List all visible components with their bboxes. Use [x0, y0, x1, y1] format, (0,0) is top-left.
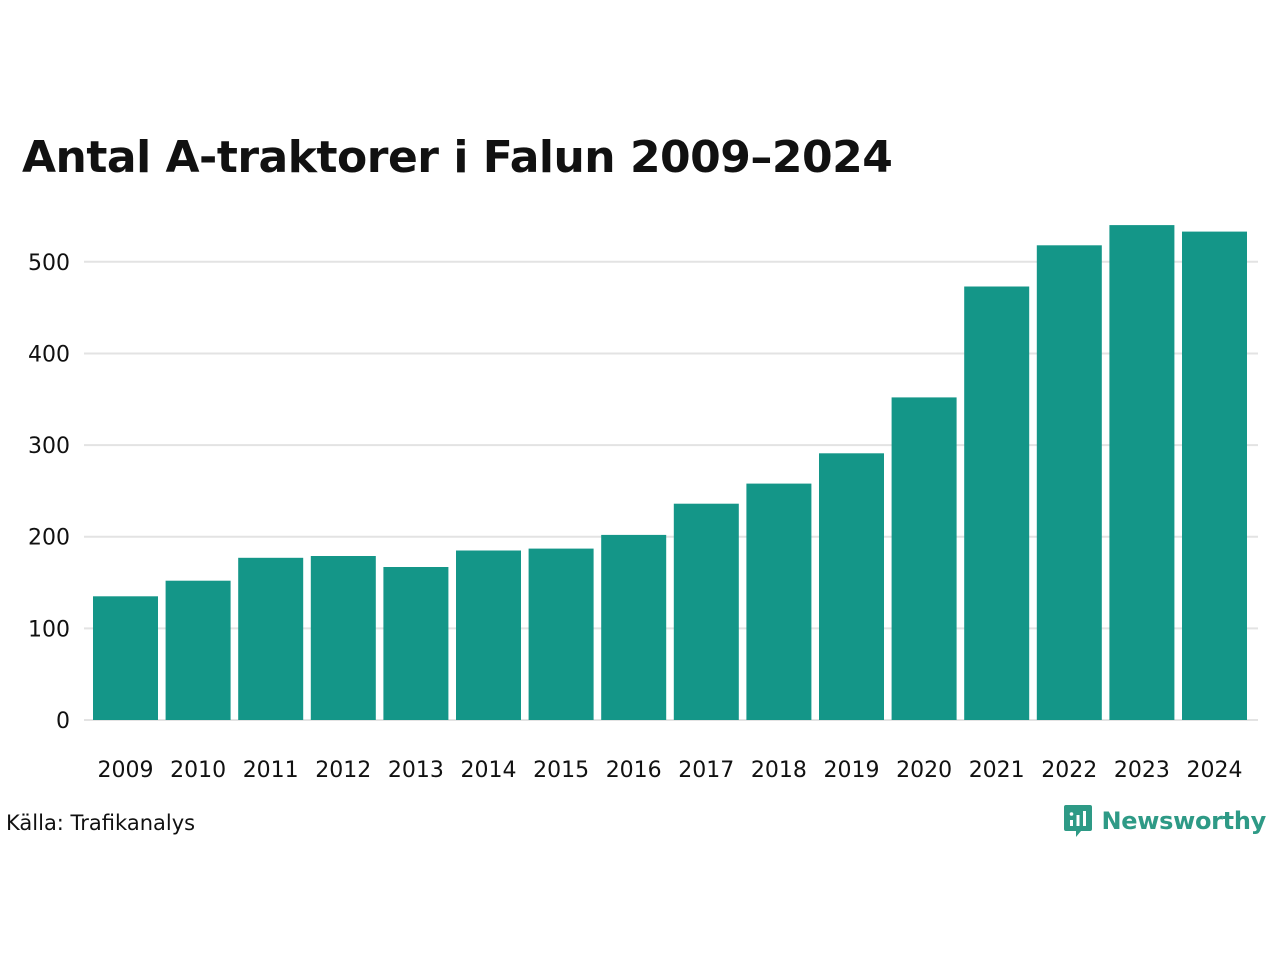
bar-chart: 0 100 200 300 400 500 2009 2010 2011 2012 2013 201… [28, 225, 1258, 783]
bar-2021 [964, 286, 1030, 720]
brand-name: Newsworthy [1101, 807, 1266, 835]
x-tick-label: 2014 [461, 758, 517, 783]
bar-2013 [383, 567, 449, 720]
x-tick-label: 2021 [969, 758, 1025, 783]
brand-logo: Newsworthy [1063, 803, 1266, 839]
x-tick-label: 2019 [824, 758, 880, 783]
bar-2014 [456, 550, 521, 720]
bar-2023 [1109, 225, 1175, 720]
y-tick-label: 400 [28, 342, 70, 367]
bar-2011 [238, 557, 304, 720]
bar-2024 [1182, 231, 1247, 720]
y-tick-label: 200 [28, 526, 70, 551]
chart-title: Antal A-traktorer i Falun 2009–2024 [22, 132, 893, 183]
x-tick-label: 2012 [315, 758, 371, 783]
x-tick-label: 2018 [751, 758, 807, 783]
x-tick-label: 2020 [896, 758, 952, 783]
bar-2017 [673, 503, 739, 720]
bar-2015 [528, 548, 594, 720]
bar-2012 [310, 556, 376, 720]
x-tick-label: 2010 [170, 758, 226, 783]
y-tick-label: 100 [28, 617, 70, 642]
bar-2018 [746, 483, 812, 720]
bar-2010 [165, 580, 231, 720]
x-tick-label: 2013 [388, 758, 444, 783]
x-tick-label: 2017 [678, 758, 734, 783]
x-tick-label: 2016 [606, 758, 662, 783]
x-tick-label: 2022 [1041, 758, 1097, 783]
y-tick-label: 300 [28, 434, 70, 459]
x-tick-label: 2009 [98, 758, 154, 783]
bar-2020 [891, 397, 957, 720]
y-tick-label: 0 [56, 709, 70, 734]
bar-2019 [819, 453, 884, 720]
bar-2009 [93, 596, 158, 720]
source-note: Källa: Trafikanalys [6, 811, 196, 835]
bars [93, 225, 1247, 721]
x-tick-label: 2024 [1187, 758, 1243, 783]
newsworthy-logo-icon [1064, 805, 1093, 837]
bar-2022 [1036, 245, 1102, 721]
x-tick-label: 2015 [533, 758, 589, 783]
x-tick-label: 2023 [1114, 758, 1170, 783]
y-axis-ticks: 0 100 200 300 400 500 [28, 251, 70, 734]
x-axis-ticks: 2009 2010 2011 2012 2013 2014 2015 2016 2017 2018… [98, 758, 1243, 783]
bar-2016 [601, 534, 667, 720]
x-tick-label: 2011 [243, 758, 299, 783]
y-tick-label: 500 [28, 251, 70, 276]
